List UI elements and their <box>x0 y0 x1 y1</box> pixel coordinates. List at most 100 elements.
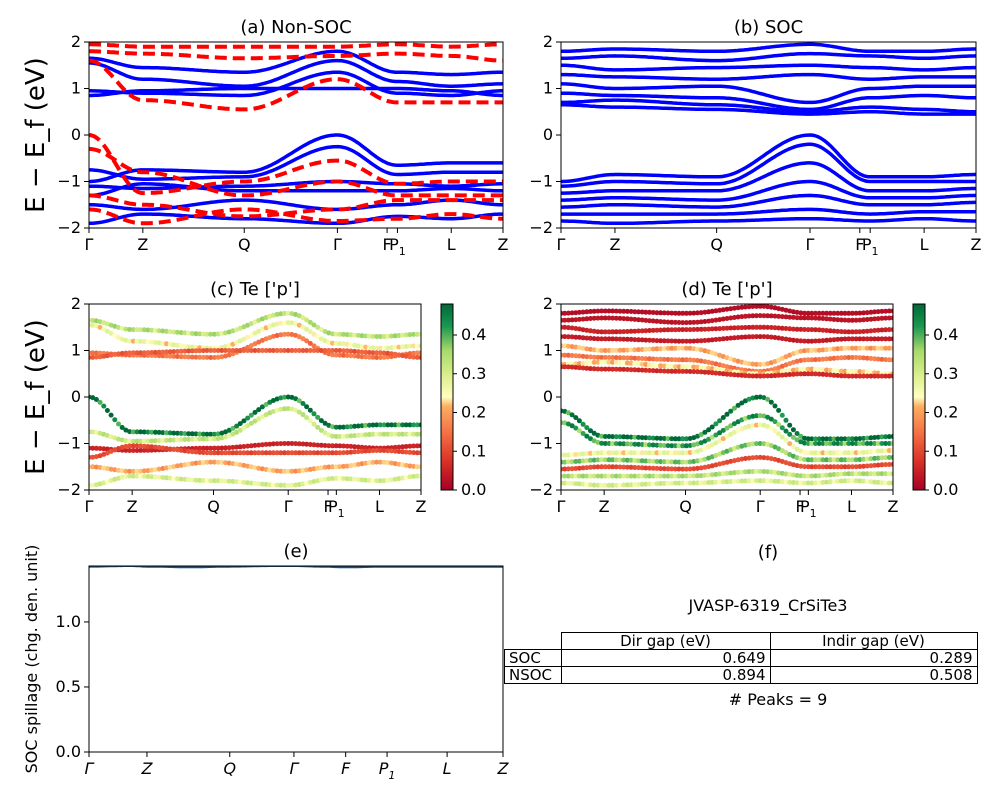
x-tick-label: F <box>855 235 864 254</box>
band-point <box>595 366 601 372</box>
band-point <box>879 373 885 379</box>
band-point <box>403 344 409 349</box>
band-point <box>779 470 785 476</box>
band-point <box>875 373 881 379</box>
band-point <box>278 468 284 474</box>
band-point <box>628 464 634 470</box>
band-point <box>835 436 841 442</box>
band-point <box>809 310 815 316</box>
band-point <box>414 350 420 356</box>
band-point <box>241 336 247 342</box>
band-point <box>798 310 804 316</box>
band-point <box>702 359 708 365</box>
band-point <box>355 423 361 429</box>
band-point <box>816 371 822 377</box>
band-point <box>237 444 243 450</box>
band-point <box>392 344 398 350</box>
band-point <box>636 482 641 487</box>
band-point <box>569 412 575 418</box>
band-point <box>790 427 796 433</box>
band-point <box>861 456 866 462</box>
band-point <box>167 329 173 335</box>
band-point <box>883 448 889 454</box>
band-point <box>861 369 866 375</box>
band-point <box>307 466 313 472</box>
band-point <box>798 358 804 363</box>
band-point <box>178 437 184 443</box>
band-point <box>754 394 759 400</box>
band-point <box>602 315 608 321</box>
band-point <box>746 304 752 310</box>
band-point <box>842 441 848 446</box>
band-point <box>816 315 822 321</box>
band-point <box>134 338 140 344</box>
band-point <box>669 436 675 442</box>
band-point <box>392 461 398 467</box>
band-point <box>599 473 605 479</box>
band-point <box>805 480 811 486</box>
band-point <box>813 315 818 321</box>
band-point <box>658 442 664 448</box>
band-point <box>208 436 214 442</box>
colorbar-tick-label: 0.1 <box>461 441 486 460</box>
band-point <box>130 473 136 479</box>
band-point <box>802 315 807 321</box>
band-point <box>820 310 826 316</box>
x-tick-subscript: 1 <box>810 507 817 520</box>
band-point <box>794 315 800 321</box>
band-point <box>123 468 129 474</box>
band-point <box>783 450 789 456</box>
band-point <box>647 309 652 315</box>
band-point <box>108 466 114 472</box>
band-point <box>757 478 763 484</box>
band-point <box>713 326 719 332</box>
band-point <box>695 369 700 375</box>
band-point <box>757 454 763 460</box>
band-point <box>824 316 830 322</box>
band-point <box>573 481 579 487</box>
band-point <box>230 444 236 450</box>
band-point <box>661 338 667 344</box>
band-point <box>359 461 365 467</box>
band-point <box>197 331 203 337</box>
band-point <box>805 315 811 321</box>
band-point <box>724 470 730 476</box>
band-point <box>669 310 675 316</box>
band-point <box>307 319 313 325</box>
band-point <box>138 438 144 444</box>
band-point <box>709 337 715 343</box>
x-tick-label: P1 <box>379 759 396 782</box>
band-point <box>713 370 719 376</box>
band-point <box>573 425 579 431</box>
band-point <box>654 310 660 316</box>
band-point <box>245 463 251 469</box>
band-point <box>259 348 265 353</box>
band-point <box>599 433 605 439</box>
band-point <box>204 431 210 437</box>
band-point <box>669 364 675 369</box>
band-point <box>285 450 291 456</box>
row-label: NSOC <box>504 666 562 684</box>
band-point <box>879 448 885 454</box>
band-point <box>853 345 859 351</box>
y-tick-label: −1 <box>529 434 553 453</box>
band-point <box>330 443 335 449</box>
band-point <box>171 437 177 443</box>
band-point <box>359 432 365 438</box>
band-point <box>790 434 796 440</box>
band-point <box>853 355 859 360</box>
band-point <box>381 350 387 356</box>
band-point <box>230 461 236 467</box>
band-point <box>739 478 745 484</box>
band-point <box>717 326 723 332</box>
band-point <box>776 335 782 341</box>
band-point <box>805 338 811 344</box>
band-point <box>584 360 590 366</box>
band-point <box>134 473 140 479</box>
band-point <box>304 441 310 447</box>
band-point <box>256 442 262 448</box>
band-point <box>886 434 892 440</box>
y-tick-label: 0 <box>71 125 81 144</box>
band-point <box>138 468 144 474</box>
band-point <box>178 348 184 354</box>
